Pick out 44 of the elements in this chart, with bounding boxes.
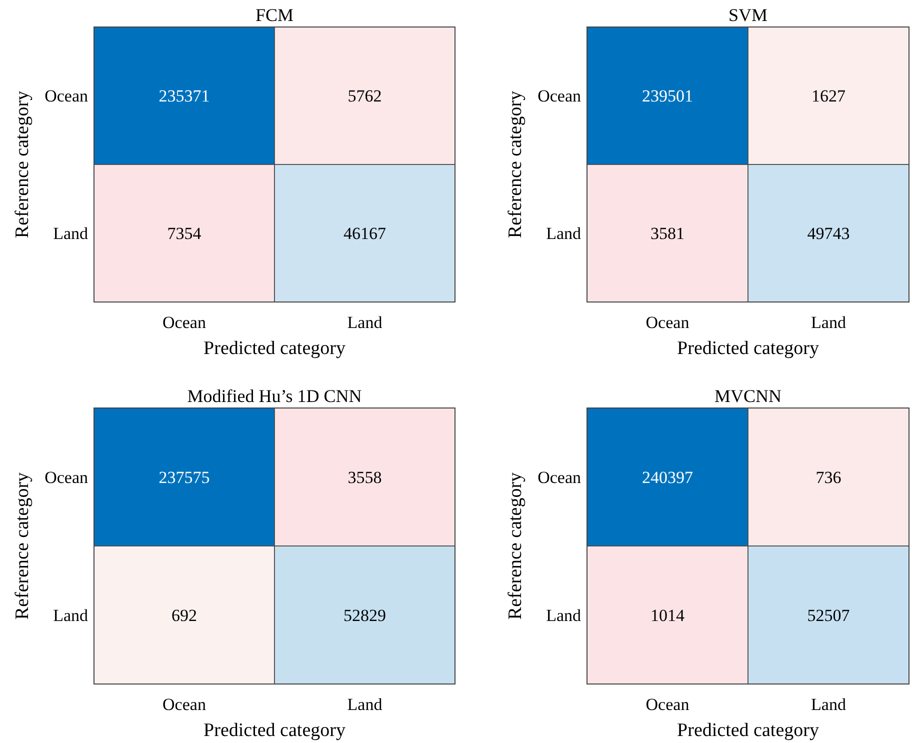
y-axis-title: Reference category [12, 472, 33, 620]
chart-title: Modified Hu’s 1D CNN [187, 386, 362, 406]
x-axis-title: Predicted category [677, 338, 820, 359]
data-label: 3581 [650, 224, 684, 244]
y-axis-title: Reference category [12, 90, 33, 238]
x-tick-label: Ocean [646, 695, 690, 714]
y-tick-label: Land [53, 606, 88, 625]
data-label: 1014 [650, 606, 685, 625]
x-tick-label: Land [347, 313, 383, 332]
x-axis-title: Predicted category [204, 338, 346, 359]
data-label: 52829 [344, 606, 386, 625]
data-label: 1627 [812, 86, 846, 106]
y-axis-title: Reference category [505, 472, 526, 620]
x-tick-label: Land [811, 695, 846, 714]
chart-title: FCM [255, 5, 294, 25]
chart-title: SVM [728, 5, 768, 25]
data-label: 692 [172, 606, 197, 625]
x-axis-title: Predicted category [204, 720, 346, 741]
data-label: 5762 [348, 86, 382, 106]
y-tick-label: Ocean [44, 468, 88, 487]
y-tick-label: Ocean [538, 86, 582, 106]
y-tick-label: Land [546, 224, 582, 244]
data-label: 736 [816, 468, 842, 487]
data-label: 239501 [642, 86, 693, 106]
data-label: 7354 [167, 224, 202, 244]
data-label: 240397 [642, 468, 694, 487]
y-tick-label: Ocean [538, 468, 582, 487]
x-tick-label: Ocean [162, 313, 206, 332]
x-tick-label: Land [811, 313, 846, 332]
y-tick-label: Ocean [44, 86, 88, 106]
data-label: 49743 [807, 224, 850, 244]
y-tick-label: Land [53, 224, 88, 244]
x-axis-title: Predicted category [677, 720, 820, 741]
data-label: 3558 [348, 468, 382, 487]
chart-title: MVCNN [714, 386, 782, 406]
data-label: 46167 [344, 224, 386, 244]
data-label: 237575 [158, 468, 210, 487]
x-tick-label: Land [347, 695, 383, 714]
y-axis-title: Reference category [505, 90, 526, 238]
data-label: 235371 [158, 86, 210, 106]
x-tick-label: Ocean [162, 695, 206, 714]
y-tick-label: Land [546, 606, 582, 625]
data-label: 52507 [807, 606, 850, 625]
x-tick-label: Ocean [646, 313, 690, 332]
